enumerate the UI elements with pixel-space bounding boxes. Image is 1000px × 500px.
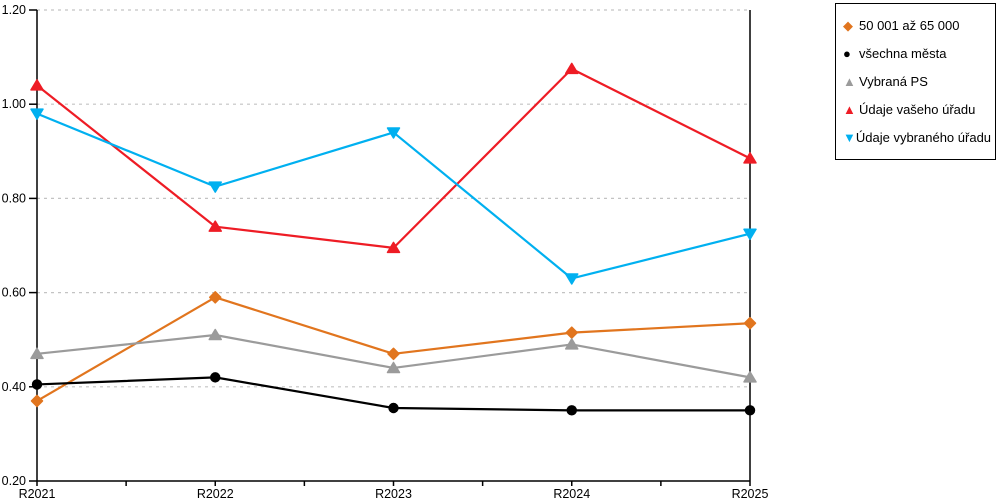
legend-label: Vybraná PS [859, 73, 928, 89]
legend-label: Údaje vybraného úřadu [855, 129, 992, 145]
data-point-marker [743, 228, 757, 240]
x-tick-label: R2022 [197, 487, 234, 500]
y-tick-label: 0.80 [2, 191, 26, 205]
y-tick-label: 0.60 [2, 286, 26, 300]
legend-item: ▼ Údaje vybraného úřadu [843, 123, 992, 151]
legend-item: ▲ Údaje vašeho úřadu [843, 95, 989, 123]
data-point-marker [743, 371, 757, 383]
legend-item: ● všechna města [843, 39, 989, 67]
data-point-marker [744, 405, 756, 416]
chart-legend: ◆ 50 001 až 65 000 ● všechna města ▲ Vyb… [835, 3, 996, 160]
data-point-marker [30, 79, 44, 91]
data-point-marker [30, 108, 44, 120]
triangle-down-marker-icon: ▼ [843, 129, 856, 145]
data-point-marker [565, 62, 579, 75]
data-point-marker [566, 405, 577, 416]
y-tick-label: 0.40 [2, 380, 26, 394]
data-point-marker [565, 326, 578, 339]
data-point-marker [387, 347, 400, 361]
data-point-marker [31, 379, 43, 390]
legend-item: ◆ 50 001 až 65 000 [843, 11, 989, 39]
legend-item: ▲ Vybraná PS [843, 67, 989, 95]
data-point-marker [208, 181, 222, 193]
data-point-marker [208, 220, 222, 232]
data-point-marker [743, 152, 757, 164]
data-point-marker [30, 347, 44, 360]
y-tick-label: 1.20 [2, 3, 26, 17]
legend-label: Údaje vašeho úřadu [859, 101, 976, 117]
data-point-marker [386, 127, 401, 139]
data-point-marker [30, 394, 44, 408]
data-point-marker [743, 316, 757, 330]
y-tick-label: 0.20 [2, 474, 26, 488]
legend-label: 50 001 až 65 000 [859, 17, 960, 33]
x-tick-label: R2024 [553, 487, 590, 500]
data-point-marker [386, 361, 401, 374]
data-point-marker [209, 291, 222, 304]
diamond-marker-icon: ◆ [843, 17, 853, 33]
circle-marker-icon: ● [843, 45, 851, 61]
x-tick-label: R2025 [732, 487, 769, 500]
legend-label: všechna města [859, 45, 947, 61]
triangle-up-marker-icon: ▲ [843, 73, 856, 89]
y-tick-label: 1.00 [2, 97, 26, 111]
data-point-marker [208, 328, 222, 341]
triangle-up-marker-icon: ▲ [843, 101, 856, 117]
data-point-marker [210, 372, 221, 383]
data-point-marker [565, 273, 579, 285]
x-tick-label: R2023 [375, 487, 412, 500]
data-point-marker [565, 338, 579, 350]
data-point-marker [386, 241, 401, 254]
data-point-marker [388, 402, 399, 414]
x-tick-label: R2021 [19, 487, 56, 500]
